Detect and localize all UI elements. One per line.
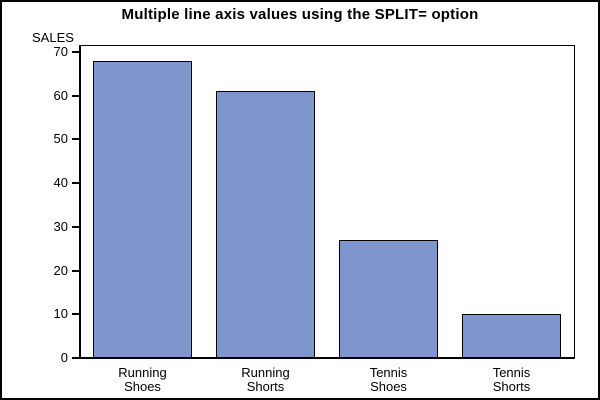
x-category-label: Tennis Shorts <box>450 366 574 394</box>
x-category-label: Tennis Shoes <box>327 366 451 394</box>
x-category-label-line: Shorts <box>492 379 531 394</box>
x-category-label-line: Shoes <box>124 379 161 394</box>
y-tick <box>72 94 79 97</box>
y-tick-label: 0 <box>60 350 68 365</box>
bar-running-shoes <box>93 60 192 358</box>
bar-tennis-shorts <box>462 314 561 358</box>
y-tick <box>72 138 79 141</box>
x-category-label-line: Running <box>118 365 167 380</box>
chart-title: Multiple line axis values using the SPLI… <box>121 6 479 23</box>
x-category-label-line: Tennis <box>492 365 531 380</box>
x-category-label: Running Shorts <box>204 366 328 394</box>
y-tick-label: 40 <box>53 175 68 191</box>
bar-tennis-shoes <box>339 239 438 358</box>
bar-running-shorts <box>216 91 315 358</box>
x-category-label-line: Shorts <box>246 379 285 394</box>
y-tick-label: 30 <box>53 218 68 234</box>
y-axis-label: SALES <box>32 30 74 45</box>
y-tick <box>72 182 79 185</box>
y-tick-label: 10 <box>53 306 68 322</box>
y-tick-label: 20 <box>53 262 68 278</box>
y-tick-label: 60 <box>53 87 68 103</box>
x-category-label-line: Running <box>241 365 290 380</box>
x-category-label: Running Shoes <box>81 366 205 394</box>
y-tick <box>72 357 79 359</box>
y-tick <box>72 269 79 272</box>
x-category-label-line: Tennis <box>369 365 408 380</box>
y-tick-label: 70 <box>53 44 68 59</box>
y-tick-label: 50 <box>53 131 68 147</box>
y-tick <box>72 225 79 228</box>
y-tick <box>72 313 79 316</box>
y-tick <box>72 51 79 53</box>
x-category-label-line: Shoes <box>370 379 407 394</box>
